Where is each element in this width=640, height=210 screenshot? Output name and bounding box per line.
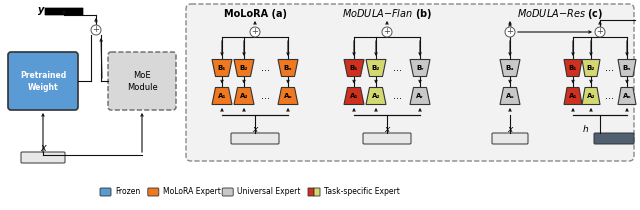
Text: A₂: A₂ <box>240 93 248 99</box>
FancyBboxPatch shape <box>314 188 320 196</box>
Text: Task-specific Expert: Task-specific Expert <box>324 188 400 197</box>
Polygon shape <box>582 59 600 76</box>
FancyBboxPatch shape <box>594 133 634 144</box>
Text: ...: ... <box>262 91 271 101</box>
Text: Aₙ: Aₙ <box>623 93 631 99</box>
Polygon shape <box>234 88 254 105</box>
FancyBboxPatch shape <box>231 133 279 144</box>
Text: $\mathit{MoDULA}$$\mathit{-Res}$ (c): $\mathit{MoDULA}$$\mathit{-Res}$ (c) <box>516 7 604 21</box>
Text: Universal Expert: Universal Expert <box>237 188 301 197</box>
Polygon shape <box>212 88 232 105</box>
Polygon shape <box>564 88 582 105</box>
Text: $\mathit{MoDULA}$$\mathit{-Flan}$ (b): $\mathit{MoDULA}$$\mathit{-Flan}$ (b) <box>342 7 432 21</box>
Text: Bᵤ: Bᵤ <box>506 65 515 71</box>
Text: Aᵣ: Aᵣ <box>416 93 424 99</box>
Text: MoLoRA Expert: MoLoRA Expert <box>163 188 221 197</box>
Polygon shape <box>618 88 636 105</box>
Circle shape <box>250 27 260 37</box>
Circle shape <box>91 25 101 35</box>
Text: +: + <box>507 28 513 37</box>
Text: x: x <box>252 126 258 134</box>
Text: Bᵣ: Bᵣ <box>416 65 424 71</box>
Text: ...: ... <box>605 91 614 101</box>
Text: x: x <box>508 126 513 134</box>
Text: h: h <box>583 126 589 134</box>
Text: MoLoRA (a): MoLoRA (a) <box>223 9 287 19</box>
FancyBboxPatch shape <box>186 4 634 161</box>
Text: x: x <box>40 143 46 153</box>
Text: A₁: A₁ <box>569 93 577 99</box>
Polygon shape <box>618 59 636 76</box>
Polygon shape <box>234 59 254 76</box>
Text: +: + <box>93 25 99 34</box>
Text: Bₙ: Bₙ <box>284 65 292 71</box>
FancyBboxPatch shape <box>8 52 78 110</box>
Text: Pretrained: Pretrained <box>20 71 66 80</box>
Polygon shape <box>344 88 364 105</box>
Text: B₂: B₂ <box>240 65 248 71</box>
Text: A₁: A₁ <box>349 93 358 99</box>
Circle shape <box>382 27 392 37</box>
Text: +: + <box>596 28 604 37</box>
Circle shape <box>595 27 605 37</box>
FancyBboxPatch shape <box>21 152 65 163</box>
Text: A₂: A₂ <box>372 93 380 99</box>
FancyBboxPatch shape <box>492 133 528 144</box>
Text: B₁: B₁ <box>218 65 226 71</box>
Polygon shape <box>500 59 520 76</box>
Text: A₂: A₂ <box>587 93 595 99</box>
Text: B₁: B₁ <box>350 65 358 71</box>
FancyBboxPatch shape <box>45 8 83 15</box>
Text: +: + <box>252 28 259 37</box>
Polygon shape <box>410 88 430 105</box>
Text: Module: Module <box>127 83 157 92</box>
Text: ...: ... <box>605 63 614 73</box>
Polygon shape <box>278 59 298 76</box>
Text: Weight: Weight <box>28 83 58 92</box>
Text: y: y <box>38 5 44 15</box>
FancyBboxPatch shape <box>148 188 159 196</box>
Text: B₂: B₂ <box>587 65 595 71</box>
Text: Aₙ: Aₙ <box>284 93 292 99</box>
Polygon shape <box>366 88 386 105</box>
Polygon shape <box>564 59 582 76</box>
Text: MoE: MoE <box>133 71 151 80</box>
Polygon shape <box>212 59 232 76</box>
FancyBboxPatch shape <box>308 188 314 196</box>
FancyBboxPatch shape <box>363 133 411 144</box>
FancyBboxPatch shape <box>108 52 176 110</box>
Text: A₁: A₁ <box>218 93 227 99</box>
Text: ...: ... <box>262 63 271 73</box>
Text: B₁: B₁ <box>569 65 577 71</box>
Text: +: + <box>383 28 390 37</box>
Circle shape <box>505 27 515 37</box>
Polygon shape <box>366 59 386 76</box>
Text: Frozen: Frozen <box>115 188 140 197</box>
Polygon shape <box>278 88 298 105</box>
Polygon shape <box>582 88 600 105</box>
Text: ...: ... <box>394 63 403 73</box>
Text: B₂: B₂ <box>372 65 380 71</box>
Text: Aᵤ: Aᵤ <box>506 93 515 99</box>
Polygon shape <box>500 88 520 105</box>
FancyBboxPatch shape <box>100 188 111 196</box>
Text: Bₙ: Bₙ <box>623 65 631 71</box>
Text: ...: ... <box>394 91 403 101</box>
Text: x: x <box>384 126 390 134</box>
Polygon shape <box>344 59 364 76</box>
FancyBboxPatch shape <box>222 188 233 196</box>
Polygon shape <box>410 59 430 76</box>
